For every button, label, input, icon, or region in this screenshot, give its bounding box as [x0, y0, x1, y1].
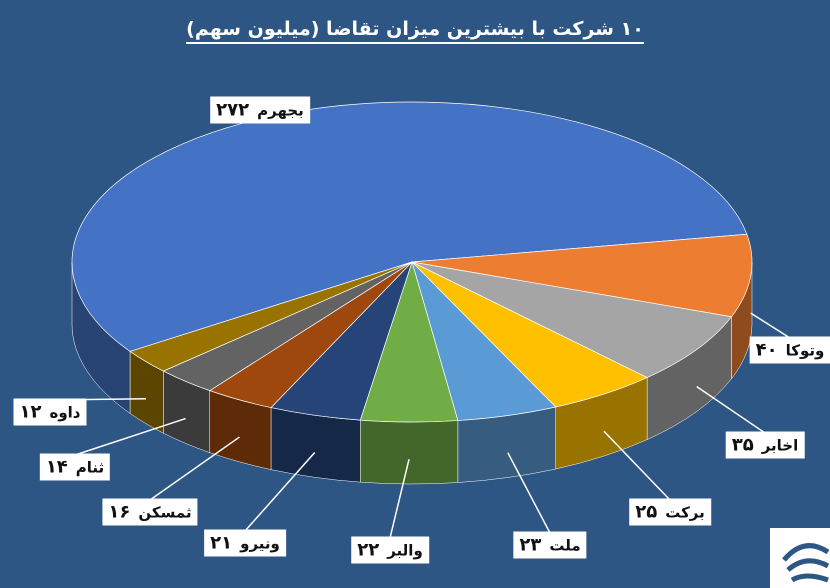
- leader-line: [389, 459, 410, 539]
- category-label: ثنام: [75, 458, 105, 477]
- slice: [129, 261, 413, 372]
- leader-line: [696, 386, 766, 434]
- value-label: ۱۲: [19, 401, 42, 423]
- value-label: ۳۵: [731, 434, 754, 456]
- data-label: والبر ۲۲: [351, 536, 429, 564]
- value-label: ۴۰: [755, 339, 778, 361]
- data-label: بجهرم ۲۷۲: [210, 96, 310, 124]
- leader-line: [603, 430, 671, 501]
- category-label: ونیرو: [240, 534, 280, 553]
- value-label: ۲۲: [357, 539, 380, 561]
- leader-line: [149, 436, 240, 501]
- value-label: ۲۷۲: [216, 99, 250, 121]
- data-label: اخابر ۳۵: [725, 431, 805, 459]
- category-label: برکت: [665, 503, 705, 522]
- data-label: وتوکا ۴۰: [749, 336, 830, 364]
- leader-line: [74, 417, 186, 456]
- category-label: وتوکا: [785, 341, 825, 360]
- value-label: ۲۳: [519, 534, 542, 556]
- slice: [411, 233, 753, 318]
- leader-line: [507, 452, 551, 534]
- data-label: ثمسکن ۱۶: [102, 498, 198, 526]
- data-label: ثنام ۱۴: [39, 453, 111, 481]
- value-label: ۲۵: [635, 501, 658, 523]
- slice-side: [360, 419, 459, 485]
- value-label: ۲۱: [210, 532, 233, 554]
- value-label: ۱۶: [108, 501, 131, 523]
- data-label: ملت ۲۳: [513, 531, 587, 559]
- title-box: ۱۰ شرکت با بیشترین میزان تقاضا (میلیون س…: [0, 18, 830, 44]
- category-label: ملت: [549, 536, 581, 555]
- category-label: ثمسکن: [138, 503, 192, 522]
- data-label: داوه ۱۲: [13, 398, 87, 426]
- category-label: بجهرم: [257, 101, 304, 120]
- category-label: داوه: [49, 403, 81, 422]
- value-label: ۱۴: [45, 456, 68, 478]
- slice: [411, 261, 733, 378]
- category-label: اخابر: [761, 436, 799, 455]
- data-label: برکت ۲۵: [629, 498, 711, 526]
- leader-line: [750, 312, 791, 339]
- leader-line: [244, 452, 316, 532]
- logo-mark: [782, 543, 830, 583]
- data-label: ونیرو ۲۱: [204, 529, 286, 557]
- chart-title: ۱۰ شرکت با بیشترین میزان تقاضا (میلیون س…: [186, 18, 644, 44]
- category-label: والبر: [387, 541, 423, 560]
